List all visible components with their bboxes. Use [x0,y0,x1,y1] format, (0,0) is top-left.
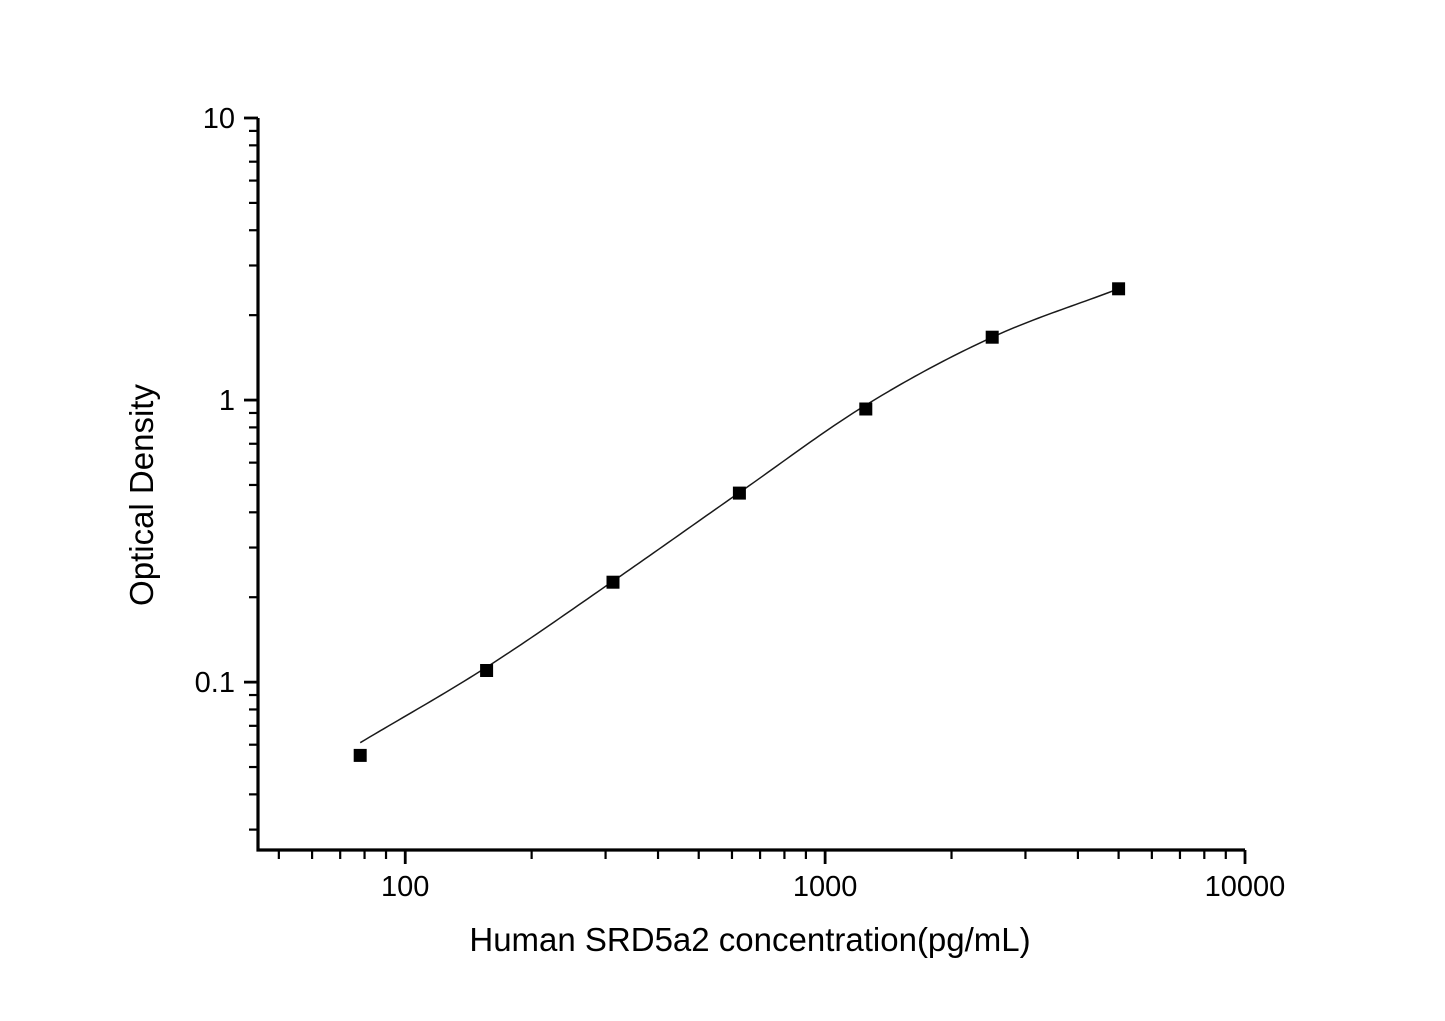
data-point-marker [606,575,620,589]
x-tick-label: 10000 [1205,871,1286,903]
x-axis-title: Human SRD5a2 concentration(pg/mL) [469,921,1030,958]
data-point-marker [480,664,494,677]
data-point-marker [1112,282,1126,296]
data-point-marker [353,748,367,762]
y-tick-label: 10 [203,103,235,135]
axes-spine [256,118,1245,852]
x-tick-label: 100 [381,871,429,903]
fit-curve-line [359,288,1119,744]
y-tick-label: 0.1 [195,667,235,699]
data-point-marker [985,330,999,344]
x-tick-label: 1000 [793,871,858,903]
y-tick-label: 1 [219,385,235,417]
plot-layer: 100 1000 10000 0.1 1 10 [195,103,1286,903]
y-axis-title: Optical Density [123,384,160,606]
data-point-marker [859,402,873,416]
data-point-marker [732,486,746,500]
